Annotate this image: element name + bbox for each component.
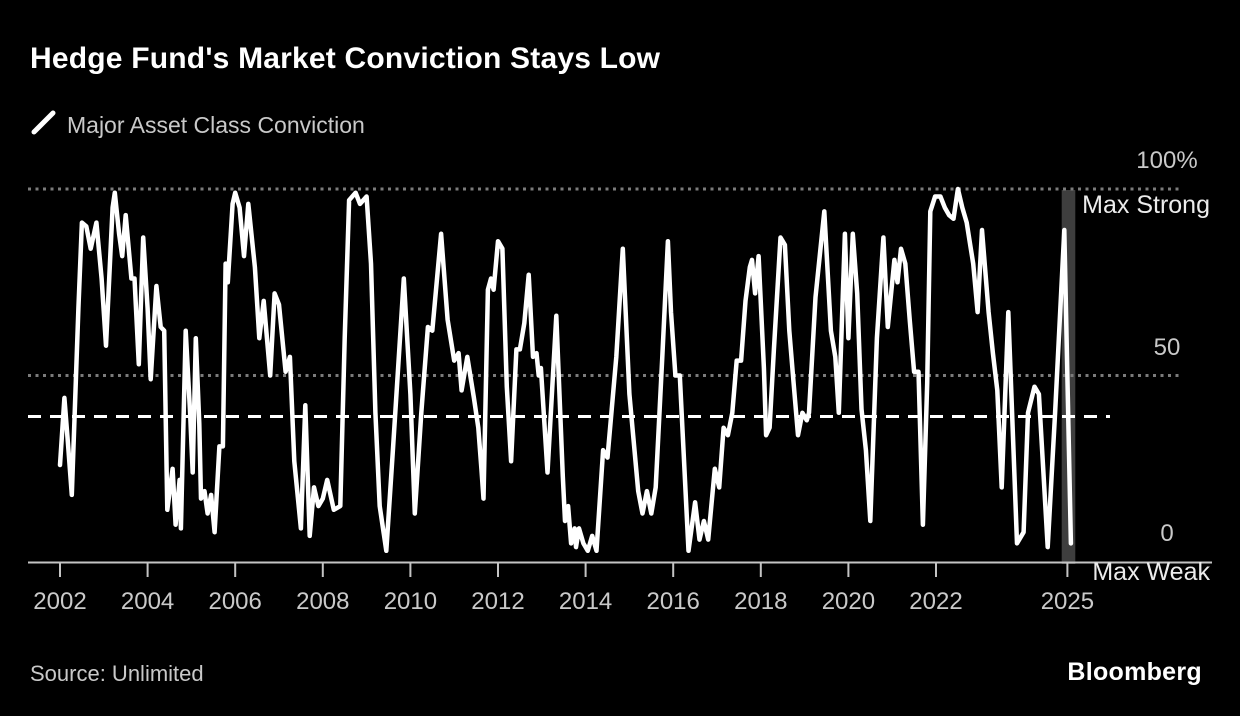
y-axis-annotation-max-weak: Max Weak [1092,558,1210,586]
x-axis-label-2018: 2018 [734,588,788,615]
x-axis-label-2012: 2012 [471,588,525,615]
conviction-series-line [57,186,1074,554]
x-axis-label-2008: 2008 [296,588,350,615]
x-axis-label-2002: 2002 [33,588,87,615]
source-note: Source: Unlimited [30,661,204,686]
chart-title: Hedge Fund's Market Conviction Stays Low [30,42,661,75]
chart-legend: Major Asset Class Conviction [30,109,365,141]
x-axis-label-2014: 2014 [558,588,613,615]
bloomberg-logo: Bloomberg [1067,658,1202,686]
x-axis-label-2006: 2006 [208,588,262,615]
x-axis-label-2025: 2025 [1040,588,1095,615]
legend-series-label: Major Asset Class Conviction [67,111,365,138]
y-axis-label-0: 0 [1160,520,1174,547]
x-axis-label-2020: 2020 [821,588,876,615]
x-axis-label-2022: 2022 [909,588,963,615]
y-axis-label-50: 50 [1153,333,1181,361]
y-axis-annotation-max-strong: Max Strong [1082,191,1210,219]
x-axis-label-2004: 2004 [120,588,175,615]
y-axis-label-100: 100% [1136,147,1198,174]
x-axis-label-2010: 2010 [383,588,438,615]
x-axis-label-2016: 2016 [646,588,700,615]
line-slash-icon [30,109,57,141]
